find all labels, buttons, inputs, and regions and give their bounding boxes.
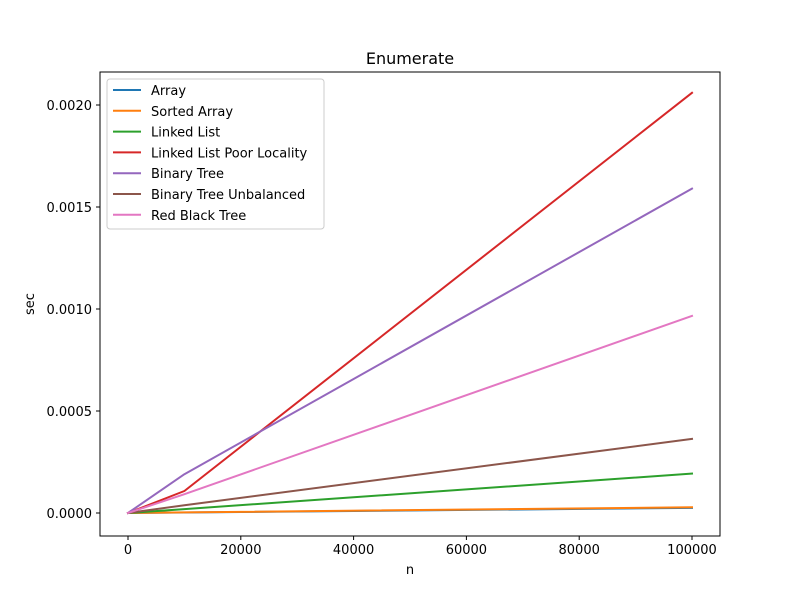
x-tick-label: 60000 <box>446 543 487 558</box>
x-axis-label: n <box>406 563 414 578</box>
series-line-binary-tree-unbalanced <box>126 437 694 515</box>
chart-title: Enumerate <box>366 49 454 68</box>
plot-lines <box>126 91 694 515</box>
y-axis-ticks: 0.0000 0.0005 0.0010 0.0015 0.0020 <box>47 99 100 522</box>
y-tick-label: 0.0015 <box>47 201 93 216</box>
legend-entry: Binary Tree <box>113 167 224 182</box>
y-tick-label: 0.0000 <box>47 507 93 522</box>
x-tick-label: 80000 <box>559 543 600 558</box>
legend-label: Array <box>151 84 186 99</box>
legend-entry: Red Black Tree <box>113 209 246 224</box>
legend-label: Binary Tree <box>151 167 224 182</box>
legend-label: Binary Tree Unbalanced <box>151 188 305 203</box>
legend-entry: Array <box>113 84 186 99</box>
x-tick-label: 20000 <box>220 543 261 558</box>
y-tick-label: 0.0020 <box>47 99 93 114</box>
x-tick-label: 0 <box>124 543 132 558</box>
legend-entry: Sorted Array <box>113 105 233 120</box>
legend-label: Linked List Poor Locality <box>151 146 308 161</box>
y-tick-label: 0.0010 <box>47 303 93 318</box>
legend-label: Linked List <box>151 126 220 141</box>
axes-frame <box>99 71 721 537</box>
legend: Array Sorted Array Linked List Linked List … <box>106 78 325 230</box>
x-axis-ticks: 0 20000 40000 60000 80000 100000 <box>124 536 717 558</box>
legend-entry: Linked List <box>113 126 220 141</box>
legend-entry: Binary Tree Unbalanced <box>113 188 305 203</box>
legend-box <box>106 78 325 230</box>
legend-label: Red Black Tree <box>151 209 246 224</box>
series-line-binary-tree <box>126 187 694 515</box>
series-line-linked-list <box>126 472 694 515</box>
y-tick-label: 0.0005 <box>47 405 93 420</box>
x-tick-label: 100000 <box>667 543 717 558</box>
legend-label: Sorted Array <box>151 105 233 120</box>
series-line-sorted-array <box>126 506 694 515</box>
legend-entry: Linked List Poor Locality <box>113 146 308 161</box>
series-line-red-black-tree <box>126 314 694 515</box>
series-line-linked-list-poor-locality <box>126 91 694 515</box>
x-tick-label: 40000 <box>333 543 374 558</box>
y-axis-label: sec <box>23 293 38 315</box>
